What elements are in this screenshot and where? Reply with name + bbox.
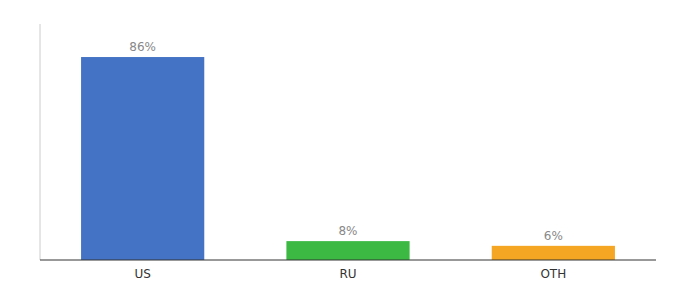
data-label: 6% (544, 229, 563, 243)
x-tick-label: OTH (540, 267, 566, 281)
bars (81, 57, 615, 260)
bar (286, 241, 409, 260)
x-tick-label: RU (339, 267, 356, 281)
x-tick-label: US (134, 267, 150, 281)
y-axis-line (40, 24, 41, 260)
chart: US RU OTH 86% 8% 6% (0, 0, 680, 300)
x-axis-line (40, 260, 656, 261)
chart-container: US RU OTH 86% 8% 6% (0, 0, 680, 300)
data-label: 8% (338, 224, 357, 238)
bar (492, 246, 615, 260)
bar (81, 57, 204, 260)
data-label: 86% (129, 40, 156, 54)
